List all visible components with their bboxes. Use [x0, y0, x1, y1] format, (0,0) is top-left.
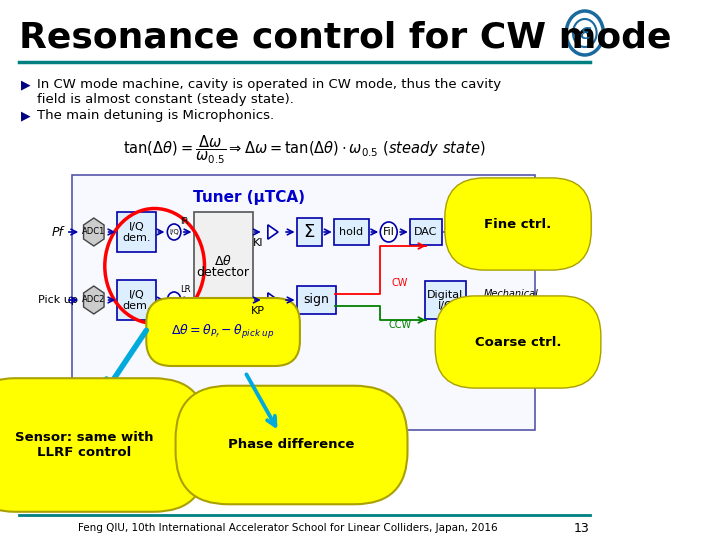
Text: Coarse ctrl.: Coarse ctrl. — [474, 335, 562, 348]
Text: Resonance control for CW mode: Resonance control for CW mode — [19, 21, 671, 55]
Text: ▶: ▶ — [21, 78, 31, 91]
Text: Pf: Pf — [52, 226, 63, 239]
Text: Tuner (μTCA): Tuner (μTCA) — [193, 190, 305, 205]
Text: Feng QIU, 10th International Accelerator School for Linear Colliders, Japan, 201: Feng QIU, 10th International Accelerator… — [78, 523, 497, 533]
FancyBboxPatch shape — [425, 281, 466, 319]
Text: field is almost constant (steady state).: field is almost constant (steady state). — [37, 93, 294, 106]
Polygon shape — [84, 286, 104, 314]
Text: Fil: Fil — [383, 227, 395, 237]
Text: Digital: Digital — [427, 290, 464, 300]
Text: sign: sign — [304, 294, 330, 307]
Polygon shape — [84, 218, 104, 246]
Text: Piezo: Piezo — [459, 240, 490, 253]
FancyBboxPatch shape — [117, 212, 156, 252]
Text: In CW mode machine, cavity is operated in CW mode, thus the cavity: In CW mode machine, cavity is operated i… — [37, 78, 501, 91]
Text: KI: KI — [253, 238, 263, 248]
Text: I/O: I/O — [438, 301, 453, 311]
Text: $\Delta\theta=\theta_{P_f}-\theta_{pick\ up}$: $\Delta\theta=\theta_{P_f}-\theta_{pick\… — [171, 323, 275, 341]
Text: ▶: ▶ — [21, 109, 31, 122]
Text: $\Delta\theta$: $\Delta\theta$ — [214, 254, 232, 268]
FancyBboxPatch shape — [334, 219, 369, 245]
Text: Pick up: Pick up — [37, 295, 78, 305]
FancyBboxPatch shape — [72, 175, 535, 430]
Text: ε: ε — [579, 23, 591, 43]
Text: The main detuning is Microphonics.: The main detuning is Microphonics. — [37, 109, 274, 122]
Polygon shape — [268, 225, 278, 239]
FancyBboxPatch shape — [117, 280, 156, 320]
Text: IR: IR — [180, 217, 189, 226]
Text: dem.: dem. — [122, 233, 151, 243]
Text: Sensor: same with
LLRF control: Sensor: same with LLRF control — [15, 431, 154, 459]
Text: I/Q: I/Q — [129, 222, 145, 232]
Text: Phase difference: Phase difference — [228, 438, 355, 451]
FancyBboxPatch shape — [297, 218, 322, 246]
Text: CW: CW — [392, 278, 408, 288]
Text: hold: hold — [340, 227, 364, 237]
Text: Mechanical
Tuner: Mechanical Tuner — [483, 289, 539, 311]
Text: DAC: DAC — [414, 227, 438, 237]
Text: CCW: CCW — [388, 320, 411, 330]
Text: dem.: dem. — [122, 301, 151, 311]
Text: $\Sigma$: $\Sigma$ — [303, 223, 315, 241]
FancyBboxPatch shape — [297, 286, 336, 314]
Text: I/Q: I/Q — [169, 297, 179, 303]
Circle shape — [380, 222, 397, 242]
Text: detector: detector — [197, 266, 250, 279]
FancyBboxPatch shape — [194, 212, 253, 320]
Text: LR: LR — [180, 285, 191, 294]
Text: KP: KP — [251, 306, 265, 316]
Text: Fine ctrl.: Fine ctrl. — [485, 218, 552, 231]
Text: I/Q: I/Q — [169, 229, 179, 235]
Circle shape — [167, 224, 181, 240]
Text: I/Q: I/Q — [129, 290, 145, 300]
Circle shape — [167, 292, 181, 308]
Text: ADC2: ADC2 — [82, 295, 106, 305]
FancyBboxPatch shape — [410, 219, 442, 245]
Polygon shape — [268, 293, 278, 307]
Text: 13: 13 — [574, 522, 590, 535]
Text: ADC1: ADC1 — [82, 227, 106, 237]
Text: $\tan\!\left(\Delta\theta\right)=\dfrac{\Delta\omega}{\omega_{0.5}}\Rightarrow\D: $\tan\!\left(\Delta\theta\right)=\dfrac{… — [123, 134, 485, 166]
